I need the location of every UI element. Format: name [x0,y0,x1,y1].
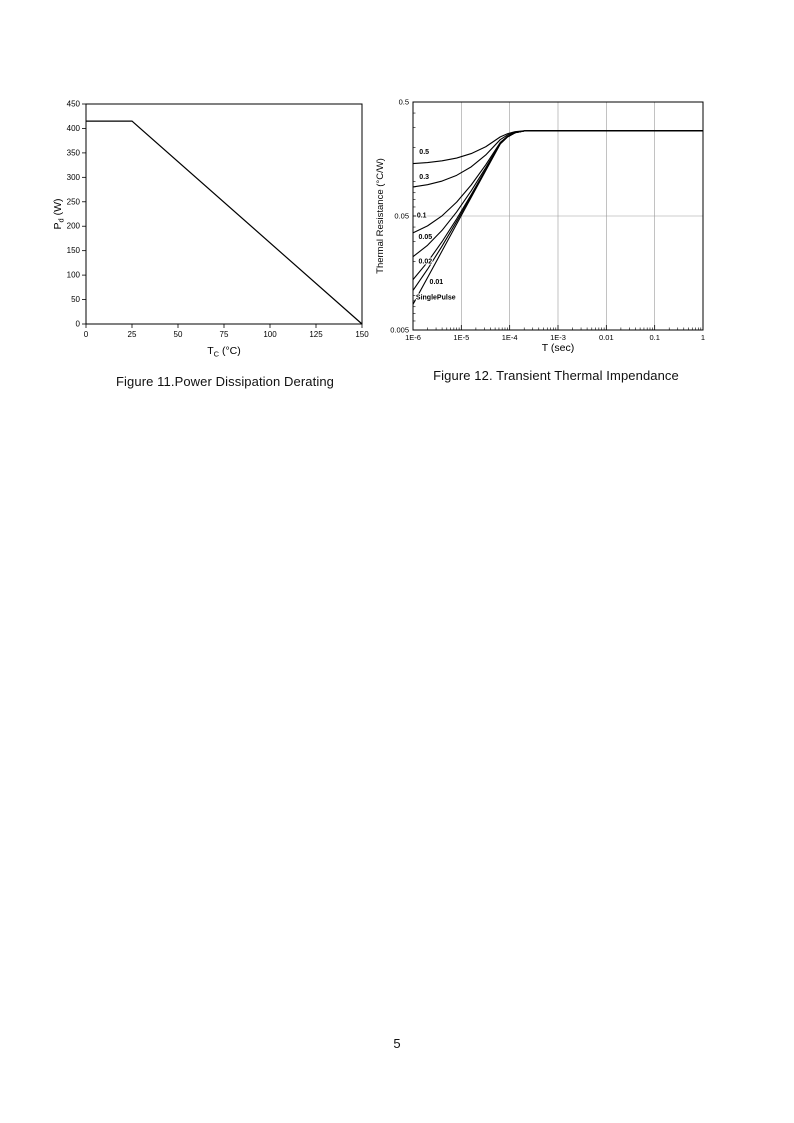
plot-frame [85,103,363,325]
y-tick-label: 0.05 [394,212,409,221]
curve-label-SinglePulse: SinglePulse [416,294,456,301]
y-axis-label: Thermal Resistance (°C/W) [375,158,386,274]
x-tick-label: 1E-4 [502,333,518,342]
x-tick-label: 0.01 [599,333,614,342]
derating-line [86,120,363,325]
y-tick-label: 100 [67,271,81,280]
y-tick-label: 300 [67,173,81,182]
y-axis-label: Pd (W) [52,198,66,229]
figure-11-block: 0 25 50 75 100 125 150 0 50 100 150 200 250 300 350 400… [50,92,400,390]
y-tick-label: 200 [67,222,81,231]
x-tick-label: 0.1 [649,333,659,342]
x-tick-label: 50 [174,330,183,339]
x-axis-label: T (sec) [542,342,574,354]
y-tick-label: 0.005 [390,326,409,335]
y-tick-label: 400 [67,124,81,133]
curve-label-0.5: 0.5 [419,149,429,156]
page-number: 5 [393,1036,401,1051]
figure-12-caption: Figure 12. Transient Thermal Impendance [433,368,679,383]
curve-label-0.3: 0.3 [419,174,429,181]
single-pulse-curve [412,130,703,305]
x-tick-label: 75 [220,330,229,339]
curve-label-0.1: 0.1 [417,213,427,220]
y-tick-label: 250 [67,197,81,206]
x-tick-label: 1 [701,333,705,342]
curve-label-0.05: 0.05 [419,234,433,241]
x-tick-label: 1E-6 [405,333,421,342]
y-tick-label: 350 [67,148,81,157]
x-axis-label: TC (°C) [207,345,241,359]
figure-11-caption: Figure 11.Power Dissipation Derating [116,374,334,389]
power-derating-chart: 0 25 50 75 100 125 150 0 50 100 150 200 250 300 350 400… [52,100,369,359]
x-tick-label: 100 [263,330,277,339]
transient-thermal-impedance-chart: 1E-6 1E-5 1E-4 1E-3 0.01 0.1 1 0.5 0.05 0.005 0.5 0… [375,98,705,355]
y-tick-label: 0.5 [399,98,409,107]
y-tick-label: 50 [71,295,80,304]
curve-label-0.01: 0.01 [430,279,444,286]
curve-label-0.02: 0.02 [419,258,433,265]
x-tick-label: 1E-5 [453,333,469,342]
x-tick-label: 0 [84,330,89,339]
x-tick-label: 25 [128,330,137,339]
y-tick-label: 450 [67,100,81,109]
x-tick-label: 125 [309,330,323,339]
x-tick-label: 150 [355,330,369,339]
y-tick-label: 150 [67,246,81,255]
figure-12-block: 1E-6 1E-5 1E-4 1E-3 0.01 0.1 1 0.5 0.05 0.005 0.5 0… [371,92,719,384]
x-tick-label: 1E-3 [550,333,566,342]
y-tick-label: 0 [76,320,81,329]
